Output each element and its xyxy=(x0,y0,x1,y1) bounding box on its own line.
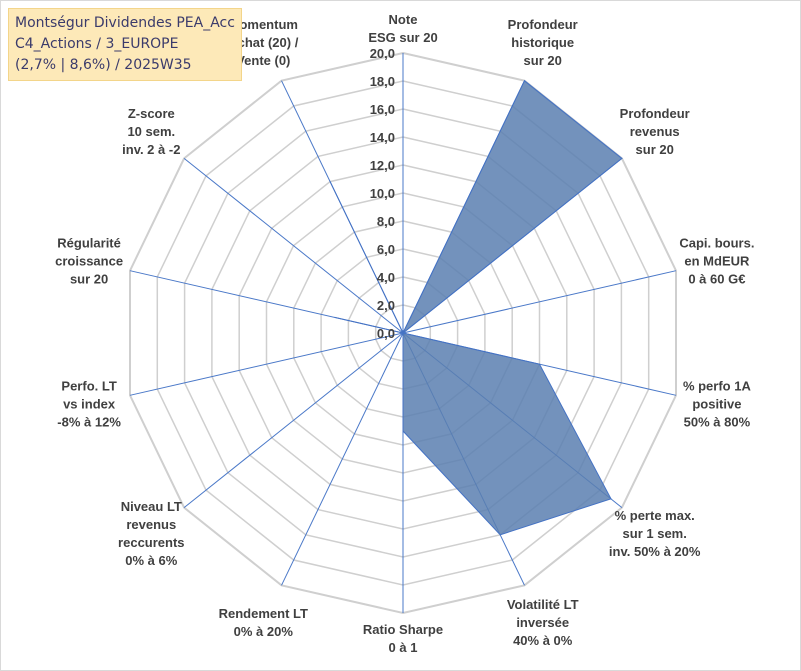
series-point xyxy=(524,80,525,82)
radial-tick-label: 14,0 xyxy=(370,130,395,145)
radar-series xyxy=(329,79,623,536)
axis-label: % perfo 1A positive 50% à 80% xyxy=(683,379,752,430)
axis-spoke xyxy=(183,332,404,508)
radial-tick-label: 12,0 xyxy=(370,158,395,173)
series-point xyxy=(402,430,404,432)
axis-label: Profondeur historique sur 20 xyxy=(508,17,578,68)
chart-title-box: Montségur Dividendes PEA_Acc C4_Actions … xyxy=(8,8,242,81)
radial-tick-label: 18,0 xyxy=(370,74,395,89)
axis-label: Ratio Sharpe 0 à 1 xyxy=(363,622,443,655)
radial-tick-label: 16,0 xyxy=(370,102,395,117)
axis-label: Note ESG sur 20 xyxy=(368,12,437,45)
axis-label: Régularité croissance sur 20 xyxy=(55,235,123,286)
series-point xyxy=(329,181,331,183)
radial-tick-label: 6,0 xyxy=(377,242,395,257)
axis-spoke xyxy=(183,158,404,334)
axis-label: Z-score 10 sem. inv. 2 à -2 xyxy=(122,106,180,157)
radial-tick-label: 8,0 xyxy=(377,214,395,229)
series-point xyxy=(621,157,623,159)
radial-tick-label: 2,0 xyxy=(377,298,395,313)
axis-spoke xyxy=(402,270,677,334)
axis-label: Capi. bours. en MdEUR 0 à 60 G€ xyxy=(679,235,754,286)
radial-tick-label: 20,0 xyxy=(370,46,395,61)
axis-label: Niveau LT revenus reccurents 0% à 6% xyxy=(118,499,184,568)
title-line-3: (2,7% | 8,6%) / 2025W35 xyxy=(15,57,192,73)
axis-label: Perfo. LT vs index -8% à 12% xyxy=(57,379,121,430)
axis-spoke xyxy=(281,332,404,586)
radial-tick-label: 10,0 xyxy=(370,186,395,201)
title-line-2: C4_Actions / 3_EUROPE xyxy=(15,36,179,52)
axis-label: Rendement LT 0% à 20% xyxy=(219,606,308,639)
axis-label: % perte max. sur 1 sem. inv. 50% à 20% xyxy=(609,508,701,559)
radial-tick-labels: 0,0 2,0 4,0 6,0 8,0 10,0 12,0 14,0 16,0 18,0 20,0 xyxy=(370,46,395,341)
axis-spoke xyxy=(129,332,404,396)
series-point xyxy=(539,363,540,365)
axis-label: Volatilité LT inversée 40% à 0% xyxy=(507,597,579,648)
axis-labels: Note ESG sur 20 Profondeur historique sur 20… xyxy=(55,12,754,655)
axis-label: Momentum Achat (20) / Vente (0) xyxy=(228,17,298,68)
radial-tick-label: 4,0 xyxy=(377,270,395,285)
radial-tick-label: 0,0 xyxy=(377,326,395,341)
series-point xyxy=(402,332,404,334)
series-point xyxy=(610,498,612,500)
series-point xyxy=(334,316,336,318)
series-point xyxy=(499,534,501,536)
axis-label: Profondeur revenus sur 20 xyxy=(620,106,690,157)
title-line-1: Montségur Dividendes PEA_Acc xyxy=(15,15,235,31)
